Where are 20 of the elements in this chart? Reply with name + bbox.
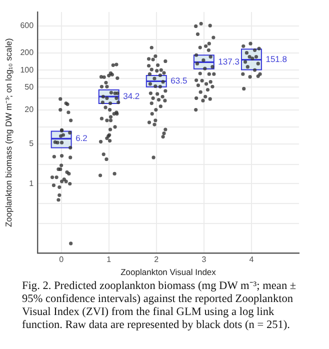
- y-tick-label: 100: [20, 65, 34, 74]
- annotation: 63.5: [170, 76, 188, 86]
- x-tick-label: 0: [59, 255, 64, 264]
- y-tick-label: 50: [24, 82, 34, 92]
- x-tick-label: 2: [154, 255, 160, 264]
- x-axis-title: Zooplankton Visual Index: [120, 267, 217, 278]
- annotation: 34.2: [123, 90, 140, 101]
- annotation: 151.8: [266, 54, 288, 64]
- y-tick-label: 5: [29, 139, 34, 148]
- y-tick-label: 1: [29, 178, 34, 188]
- x-tick-label: 4: [249, 255, 254, 264]
- annotation: 137.3: [218, 56, 240, 67]
- x-tick-label: 3: [202, 255, 207, 264]
- y-axis-title: Zooplankton biomass (mg DW m⁻³; on log₁₀ scale): [3, 38, 14, 228]
- y-tick-label: 200: [20, 48, 34, 58]
- x-tick-label: 1: [106, 255, 112, 264]
- annotation: 6.2: [76, 133, 88, 144]
- y-tick-label: 20: [24, 104, 34, 114]
- caption: Fig. 2. Predicted zooplankton biomass (mg DW m⁻³; mean ± 95% confidence intervals) against the reported Zooplankton Visual Index (ZVI) from the final GLM using a log link function. Raw data are represented by black dots (n = 251).: [22, 280, 298, 332]
- y-tick-label: 600: [20, 21, 34, 30]
